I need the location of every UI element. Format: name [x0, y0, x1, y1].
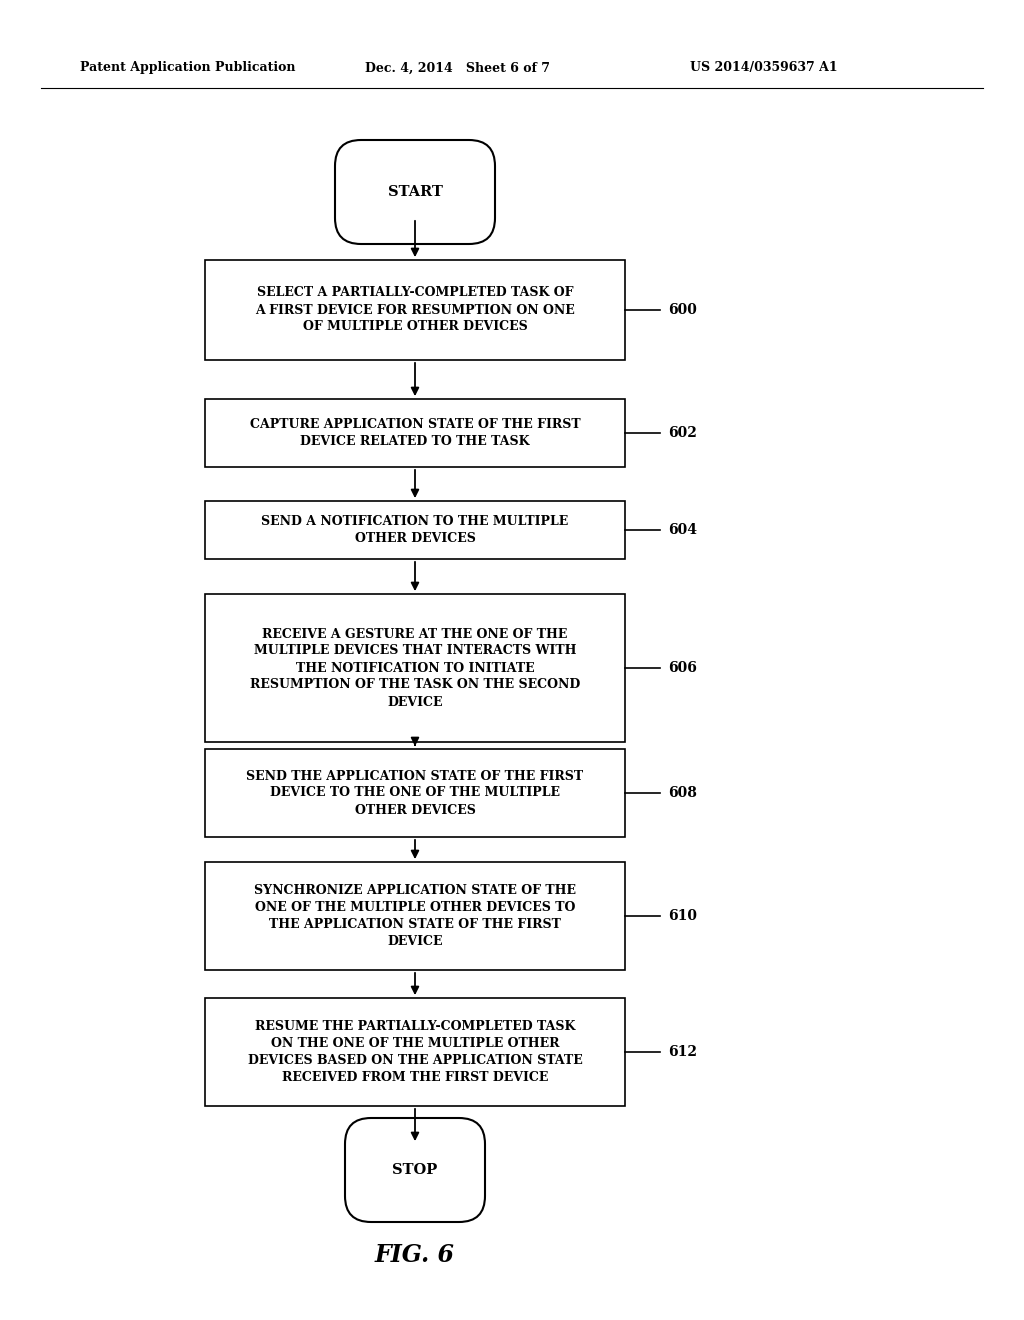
Bar: [205, 502, 625, 558]
Bar: [205, 399, 625, 467]
Bar: [205, 998, 625, 1106]
Text: 606: 606: [668, 661, 697, 675]
Text: 600: 600: [668, 304, 697, 317]
Text: 604: 604: [668, 523, 697, 537]
Text: START: START: [387, 185, 442, 199]
Text: RESUME THE PARTIALLY-COMPLETED TASK
ON THE ONE OF THE MULTIPLE OTHER
DEVICES BAS: RESUME THE PARTIALLY-COMPLETED TASK ON T…: [248, 1020, 583, 1084]
Text: FIG. 6: FIG. 6: [375, 1243, 455, 1267]
Text: CAPTURE APPLICATION STATE OF THE FIRST
DEVICE RELATED TO THE TASK: CAPTURE APPLICATION STATE OF THE FIRST D…: [250, 418, 581, 447]
Text: Dec. 4, 2014   Sheet 6 of 7: Dec. 4, 2014 Sheet 6 of 7: [365, 62, 550, 74]
Text: Patent Application Publication: Patent Application Publication: [80, 62, 296, 74]
Bar: [205, 862, 625, 970]
FancyBboxPatch shape: [345, 1118, 485, 1222]
Text: 612: 612: [668, 1045, 697, 1059]
Bar: [205, 594, 625, 742]
Text: SEND A NOTIFICATION TO THE MULTIPLE
OTHER DEVICES: SEND A NOTIFICATION TO THE MULTIPLE OTHE…: [261, 515, 568, 545]
Text: SEND THE APPLICATION STATE OF THE FIRST
DEVICE TO THE ONE OF THE MULTIPLE
OTHER : SEND THE APPLICATION STATE OF THE FIRST …: [247, 770, 584, 817]
Text: SELECT A PARTIALLY-COMPLETED TASK OF
A FIRST DEVICE FOR RESUMPTION ON ONE
OF MUL: SELECT A PARTIALLY-COMPLETED TASK OF A F…: [255, 286, 574, 334]
Text: 608: 608: [668, 785, 697, 800]
Bar: [205, 260, 625, 360]
FancyBboxPatch shape: [335, 140, 495, 244]
Text: RECEIVE A GESTURE AT THE ONE OF THE
MULTIPLE DEVICES THAT INTERACTS WITH
THE NOT: RECEIVE A GESTURE AT THE ONE OF THE MULT…: [250, 627, 581, 709]
Text: 602: 602: [668, 426, 697, 440]
Text: SYNCHRONIZE APPLICATION STATE OF THE
ONE OF THE MULTIPLE OTHER DEVICES TO
THE AP: SYNCHRONIZE APPLICATION STATE OF THE ONE…: [254, 884, 575, 948]
Text: US 2014/0359637 A1: US 2014/0359637 A1: [690, 62, 838, 74]
Text: 610: 610: [668, 909, 697, 923]
Bar: [205, 748, 625, 837]
Text: STOP: STOP: [392, 1163, 437, 1177]
